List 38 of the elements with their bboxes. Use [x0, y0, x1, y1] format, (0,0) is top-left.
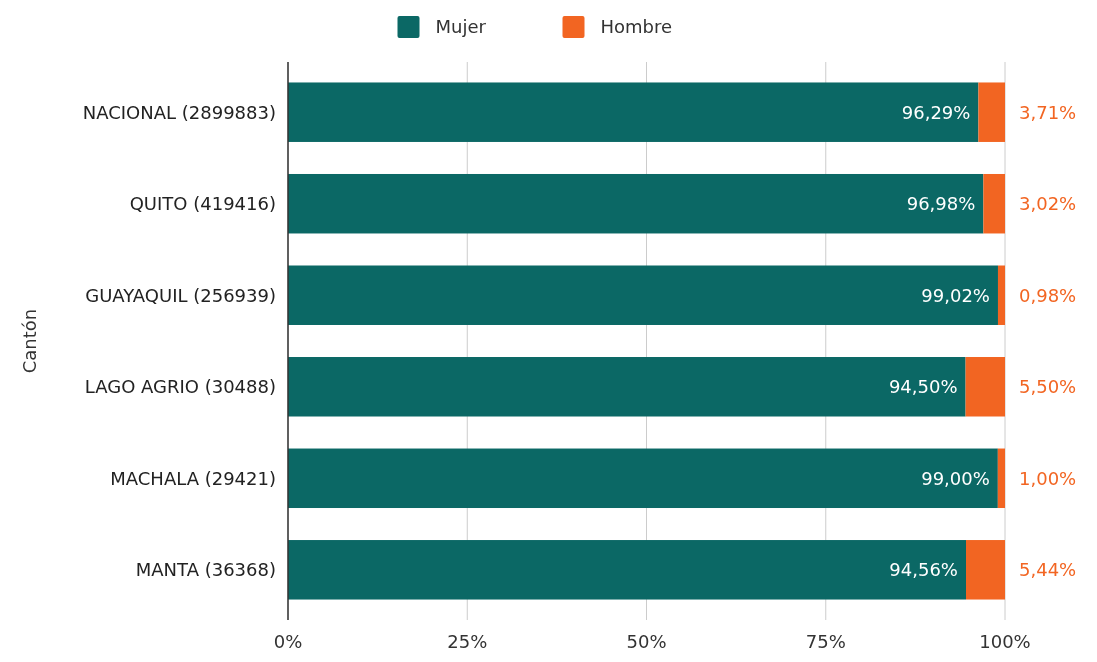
data-label: 5,44%: [1019, 559, 1077, 581]
bar: [965, 357, 1005, 417]
x-tick-label: 50%: [626, 631, 667, 652]
data-label: 5,50%: [1019, 376, 1077, 398]
y-axis-title: Cantón: [19, 308, 40, 374]
data-label: 96,29%: [901, 101, 971, 123]
y-tick-label: MACHALA (29421): [110, 467, 276, 489]
data-label: 0,98%: [1019, 284, 1077, 306]
data-label: 94,56%: [889, 559, 958, 581]
bar: [288, 448, 998, 509]
y-tick-label: LAGO AGRIO (30488): [84, 376, 276, 398]
x-tick-label: 75%: [805, 631, 846, 652]
bar: [288, 357, 966, 417]
data-label: 94,50%: [888, 376, 958, 398]
y-tick-label: MANTA (36368): [135, 559, 276, 581]
bar: [288, 82, 979, 142]
data-label: 1,00%: [1019, 467, 1077, 489]
bar: [997, 265, 1005, 325]
data-label: 96,98%: [906, 193, 976, 215]
x-tick-label: 0%: [273, 631, 303, 652]
bar: [978, 82, 1005, 142]
legend-label: Mujer: [435, 16, 487, 38]
legend-label: Hombre: [600, 16, 673, 38]
data-label: 3,02%: [1019, 193, 1077, 215]
y-tick-label: QUITO (419416): [129, 193, 276, 215]
x-tick-label: 25%: [447, 631, 488, 652]
y-tick-label: NACIONAL (2899883): [82, 101, 276, 123]
bar: [997, 448, 1005, 509]
data-label: 3,71%: [1019, 101, 1077, 123]
data-label: 99,00%: [921, 467, 990, 489]
y-tick-label: GUAYAQUIL (256939): [85, 284, 276, 306]
data-label: 99,02%: [921, 284, 990, 306]
bar: [966, 540, 1005, 600]
bar: [288, 265, 998, 325]
bar: [983, 173, 1005, 234]
bar: [288, 173, 984, 234]
x-tick-label: 100%: [979, 631, 1031, 652]
bar: [288, 540, 966, 600]
